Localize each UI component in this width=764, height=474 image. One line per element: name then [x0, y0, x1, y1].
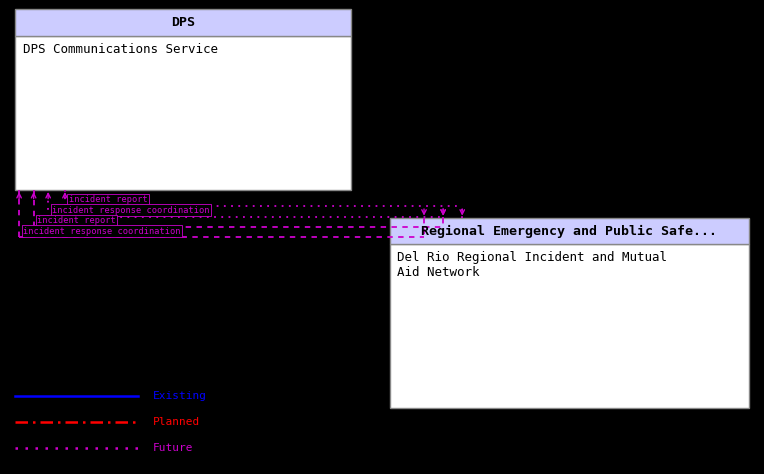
Bar	[15, 36, 351, 190]
Text: DPS Communications Service: DPS Communications Service	[23, 43, 218, 55]
Text: incident response coordination: incident response coordination	[23, 227, 180, 236]
Text: Del Rio Regional Incident and Mutual
Aid Network: Del Rio Regional Incident and Mutual Aid…	[397, 251, 667, 279]
Text: incident report: incident report	[37, 216, 116, 225]
Text: incident response coordination: incident response coordination	[52, 206, 209, 215]
Text: DPS: DPS	[171, 16, 196, 29]
Text: Future: Future	[153, 443, 193, 453]
Text: incident report: incident report	[69, 195, 147, 204]
Bar	[390, 218, 749, 244]
Text: Regional Emergency and Public Safe...: Regional Emergency and Public Safe...	[421, 225, 717, 237]
Bar	[15, 9, 351, 36]
Bar	[390, 244, 749, 408]
Text: Planned: Planned	[153, 417, 200, 427]
Text: Existing: Existing	[153, 391, 207, 401]
